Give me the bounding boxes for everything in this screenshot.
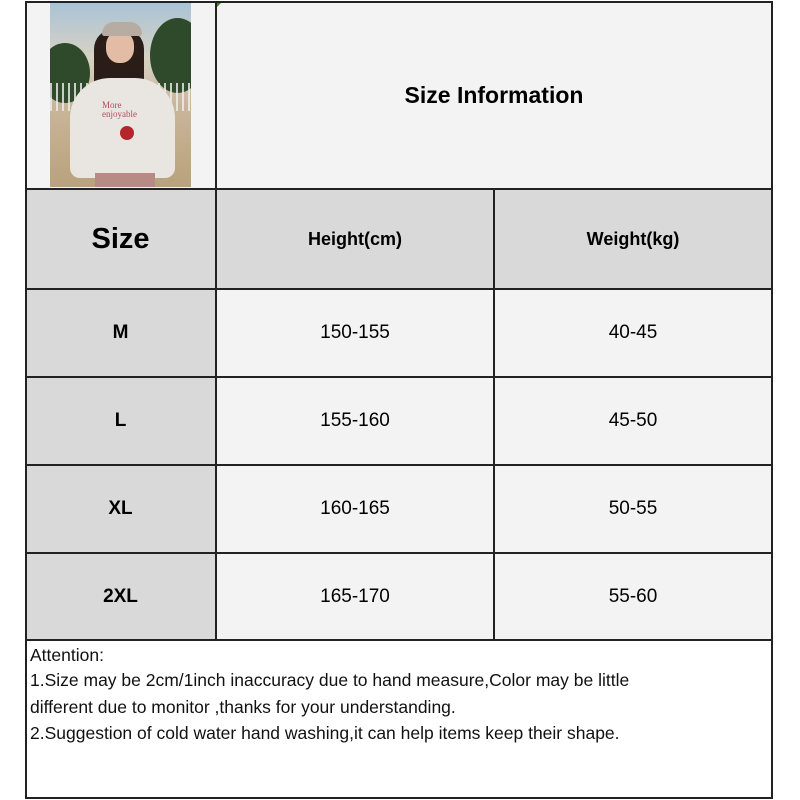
size-cell: L xyxy=(25,377,216,465)
height-cell: 150-155 xyxy=(216,289,494,377)
height-cell: 165-170 xyxy=(216,553,494,640)
size-cell: XL xyxy=(25,465,216,553)
shirt-print: More enjoyable xyxy=(102,100,137,119)
divider xyxy=(25,188,773,190)
divider xyxy=(25,1,27,799)
header-weight: Weight(kg) xyxy=(494,189,772,289)
cell-comment-marker-icon xyxy=(216,2,222,8)
divider xyxy=(25,464,773,466)
divider xyxy=(25,639,773,641)
height-cell: 160-165 xyxy=(216,465,494,553)
divider xyxy=(25,552,773,554)
notes-heading: Attention: xyxy=(30,645,104,665)
title-cell: Size Information xyxy=(216,2,772,189)
weight-cell: 55-60 xyxy=(494,553,772,640)
header-height: Height(cm) xyxy=(216,189,494,289)
weight-cell: 45-50 xyxy=(494,377,772,465)
divider xyxy=(25,797,773,799)
note-line: different due to monitor ,thanks for you… xyxy=(30,696,456,717)
weight-cell: 50-55 xyxy=(494,465,772,553)
size-cell: 2XL xyxy=(25,553,216,640)
divider xyxy=(25,1,773,3)
divider xyxy=(25,376,773,378)
attention-notes: Attention: 1.Size may be 2cm/1inch inacc… xyxy=(30,645,629,747)
height-cell: 155-160 xyxy=(216,377,494,465)
note-line: 1.Size may be 2cm/1inch inaccuracy due t… xyxy=(30,670,630,690)
note-line: 2.Suggestion of cold water hand washing,… xyxy=(30,723,620,743)
page-title: Size Information xyxy=(404,82,584,108)
divider xyxy=(493,189,495,641)
divider xyxy=(215,1,217,641)
product-photo: More enjoyable xyxy=(50,3,191,187)
divider xyxy=(771,1,773,799)
size-cell: M xyxy=(25,289,216,377)
divider xyxy=(25,288,773,290)
header-size: Size xyxy=(25,189,216,289)
weight-cell: 40-45 xyxy=(494,289,772,377)
